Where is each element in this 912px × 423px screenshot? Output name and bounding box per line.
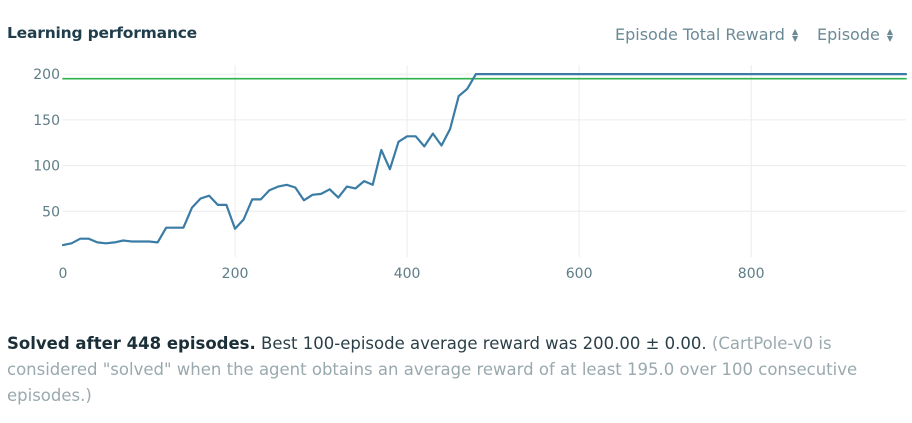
y-tick-label: 50 — [42, 204, 60, 220]
x-tick-label: 800 — [738, 266, 765, 282]
y-tick-label: 100 — [33, 159, 60, 175]
sort-arrows-icon: ▲ ▼ — [791, 26, 799, 43]
x-axis-select-value: Episode — [817, 25, 880, 44]
x-tick-label: 200 — [222, 266, 249, 282]
metric-select-value: Episode Total Reward — [615, 25, 785, 44]
x-tick-label: 0 — [59, 266, 68, 282]
sort-arrows-icon: ▲ ▼ — [886, 26, 893, 43]
summary-solved-text: Solved after 448 episodes. — [7, 334, 256, 353]
summary-explanation-text: (CartPole-v0 is considered "solved" when… — [7, 334, 858, 405]
summary-best-average-text: Best 100-episode average reward was 200.… — [255, 334, 707, 353]
results-summary: Solved after 448 episodes. Best 100-epis… — [7, 331, 897, 409]
chart-title: Learning performance — [7, 24, 197, 42]
chart-header: Learning performance Episode Total Rewar… — [0, 0, 912, 60]
y-tick-label: 200 — [33, 67, 60, 83]
learning-performance-chart: 0 200 400 600 800 50 100 150 200 — [33, 65, 908, 282]
y-tick-label: 150 — [33, 113, 60, 129]
reward-line — [61, 73, 908, 247]
metric-select[interactable]: Episode Total Reward ▲ ▼ — [615, 25, 798, 44]
x-tick-label: 400 — [394, 266, 421, 282]
series-layer — [61, 73, 908, 247]
x-axis-select[interactable]: Episode ▲ ▼ — [817, 25, 893, 44]
tick-labels: 0 200 400 600 800 50 100 150 200 — [33, 67, 764, 282]
grid — [63, 65, 906, 257]
x-tick-label: 600 — [566, 266, 593, 282]
